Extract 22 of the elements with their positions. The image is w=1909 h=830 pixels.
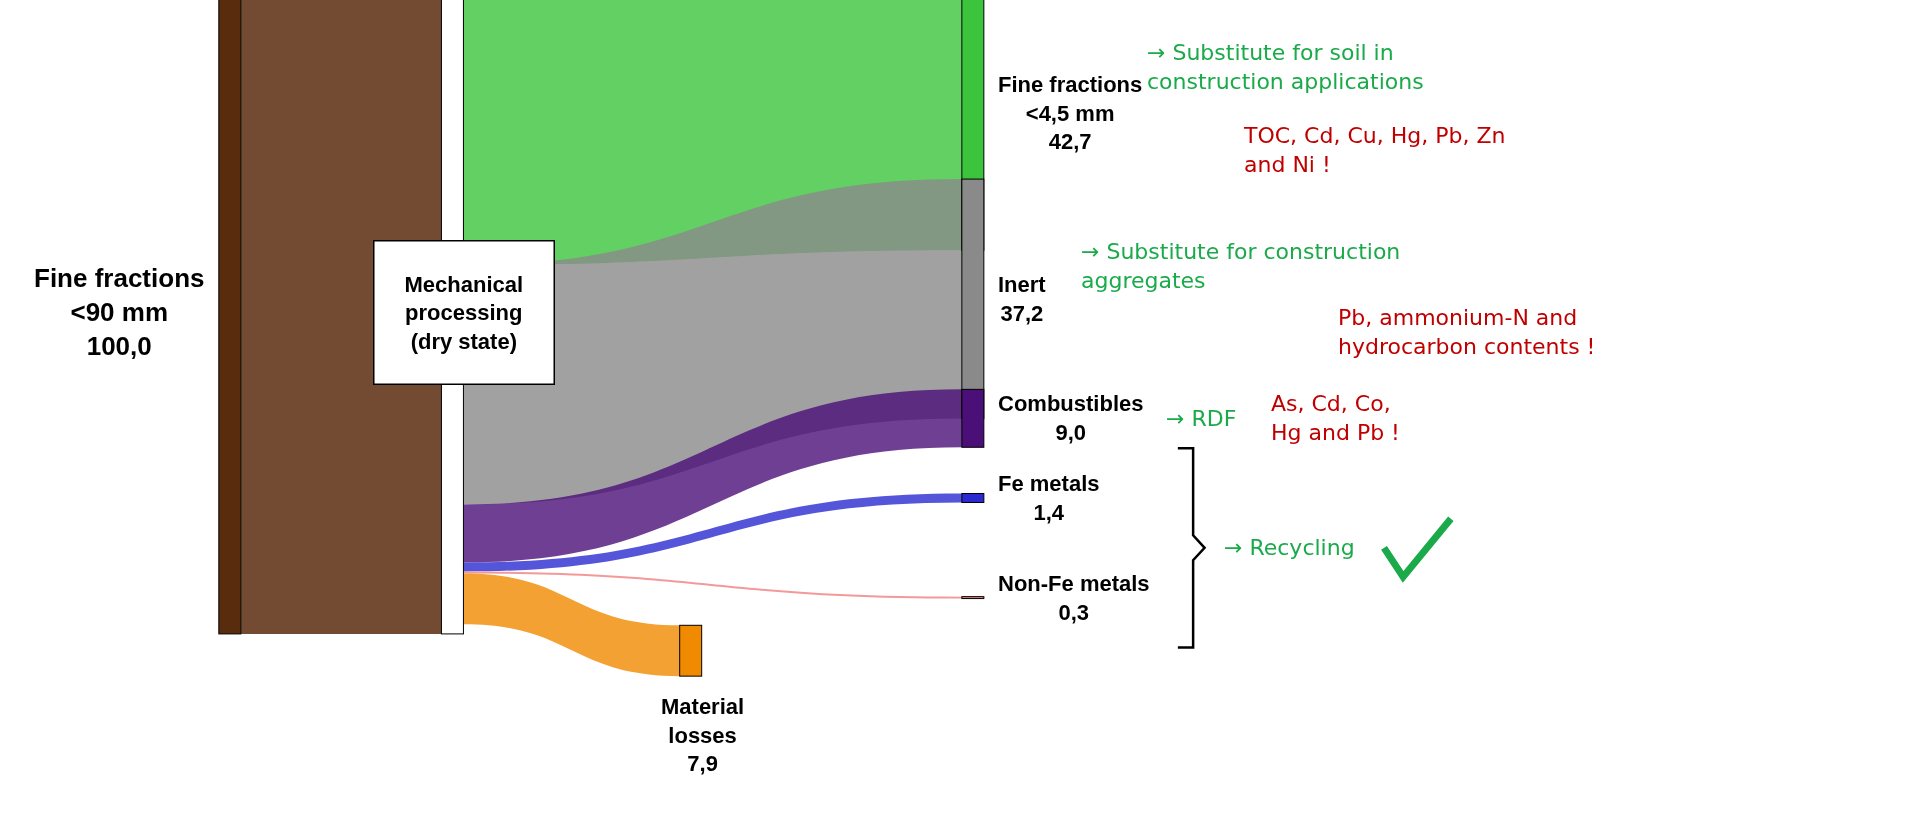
category-label: Fine fractions <90 mm bbox=[34, 263, 205, 327]
category-label: Material losses bbox=[661, 694, 745, 748]
data-label: 1,4 bbox=[1033, 499, 1065, 525]
text: TOC, Cd, Cu, Hg, Pb, Zn and Ni ! bbox=[1243, 123, 1506, 177]
data-label: 0,3 bbox=[1058, 599, 1090, 625]
text: Pb, ammonium-N and hydrocarbon contents ! bbox=[1338, 305, 1596, 359]
category-label: Non-Fe metals bbox=[998, 571, 1150, 596]
category-label: Fe metals bbox=[998, 471, 1100, 496]
category-label: Combustibles bbox=[998, 391, 1144, 416]
data-label: 42,7 bbox=[1048, 129, 1092, 155]
text: → Substitute for soil in construction applications bbox=[1147, 40, 1424, 94]
data-label: 100,0 bbox=[86, 330, 152, 361]
category-label: Inert bbox=[998, 272, 1047, 297]
category-label: Fine fractions <4,5 mm bbox=[998, 72, 1143, 126]
text: → Substitute for construction aggregates bbox=[1081, 239, 1401, 293]
text: As, Cd, Co, Hg and Pb ! bbox=[1271, 391, 1400, 445]
text: → RDF bbox=[1166, 406, 1237, 431]
category-label: Mechanical processing (dry state) bbox=[404, 271, 524, 354]
data-label: 9,0 bbox=[1055, 419, 1087, 445]
data-label: 7,9 bbox=[687, 751, 718, 777]
data-label: 37,2 bbox=[1000, 300, 1044, 326]
text: → Recycling bbox=[1224, 535, 1355, 560]
